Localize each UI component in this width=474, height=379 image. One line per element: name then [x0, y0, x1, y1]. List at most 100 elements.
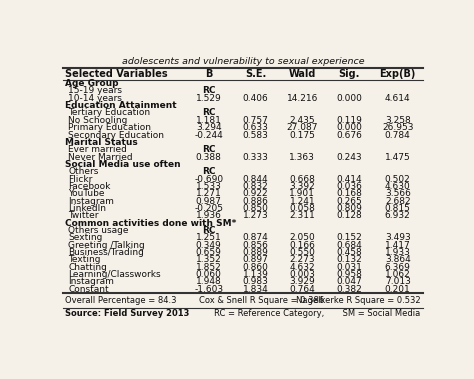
Text: 0.333: 0.333 [243, 153, 268, 161]
Text: 14.216: 14.216 [287, 94, 318, 103]
Text: 0.000: 0.000 [336, 123, 362, 132]
Text: 0.784: 0.784 [385, 130, 410, 139]
Text: No Schooling: No Schooling [68, 116, 128, 125]
Text: 1.062: 1.062 [385, 270, 410, 279]
Text: 0.684: 0.684 [336, 241, 362, 250]
Text: 0.958: 0.958 [336, 270, 362, 279]
Text: 2.050: 2.050 [290, 233, 315, 242]
Text: adolescents and vulnerability to sexual experience: adolescents and vulnerability to sexual … [122, 57, 364, 66]
Text: 2.311: 2.311 [290, 211, 315, 220]
Text: 10-14 years: 10-14 years [68, 94, 122, 103]
Text: 0.382: 0.382 [336, 285, 362, 294]
Text: S.E.: S.E. [245, 69, 266, 79]
Text: 0.809: 0.809 [336, 204, 362, 213]
Text: 2.682: 2.682 [385, 197, 410, 206]
Text: 4.632: 4.632 [290, 263, 315, 272]
Text: Age Group: Age Group [65, 79, 118, 88]
Text: 2.273: 2.273 [290, 255, 315, 265]
Text: 0.406: 0.406 [243, 94, 268, 103]
Text: Education Attainment: Education Attainment [65, 101, 176, 110]
Text: RC = Reference Category,       SM = Social Media: RC = Reference Category, SM = Social Med… [213, 310, 420, 318]
Text: Facebook: Facebook [68, 182, 111, 191]
Text: Overall Percentage = 84.3: Overall Percentage = 84.3 [65, 296, 176, 305]
Text: 0.889: 0.889 [243, 248, 268, 257]
Text: Business/Trading: Business/Trading [68, 248, 144, 257]
Text: 26.953: 26.953 [382, 123, 413, 132]
Text: 1.475: 1.475 [385, 153, 410, 161]
Text: Nagelkerke R Square = 0.532: Nagelkerke R Square = 0.532 [296, 296, 421, 305]
Text: 0.058: 0.058 [290, 204, 315, 213]
Text: 7.013: 7.013 [385, 277, 410, 287]
Text: 0.119: 0.119 [336, 116, 362, 125]
Text: 1.271: 1.271 [196, 189, 222, 198]
Text: 0.757: 0.757 [243, 116, 268, 125]
Text: Tertiary Education: Tertiary Education [68, 108, 151, 117]
Text: 6.932: 6.932 [385, 211, 410, 220]
Text: 0.815: 0.815 [385, 204, 410, 213]
Text: 15-19 years: 15-19 years [68, 86, 122, 96]
Text: 27.087: 27.087 [287, 123, 318, 132]
Text: 0.668: 0.668 [290, 175, 315, 183]
Text: 0.886: 0.886 [243, 197, 268, 206]
Text: 0.349: 0.349 [196, 241, 222, 250]
Text: 0.152: 0.152 [336, 233, 362, 242]
Text: -1.603: -1.603 [194, 285, 223, 294]
Text: 0.128: 0.128 [336, 211, 362, 220]
Text: -0.690: -0.690 [194, 175, 223, 183]
Text: 0.031: 0.031 [336, 263, 362, 272]
Text: 4.630: 4.630 [385, 182, 410, 191]
Text: 1.834: 1.834 [243, 285, 268, 294]
Text: B: B [205, 69, 212, 79]
Text: 0.132: 0.132 [336, 255, 362, 265]
Text: Exp(B): Exp(B) [380, 69, 416, 79]
Text: 3.392: 3.392 [290, 182, 315, 191]
Text: Wald: Wald [289, 69, 316, 79]
Text: 1.901: 1.901 [290, 189, 315, 198]
Text: 0.036: 0.036 [336, 182, 362, 191]
Text: Cox & Snell R Square = 0.386: Cox & Snell R Square = 0.386 [199, 296, 324, 305]
Text: 0.175: 0.175 [290, 130, 315, 139]
Text: 0.000: 0.000 [336, 94, 362, 103]
Text: Secondary Education: Secondary Education [68, 130, 164, 139]
Text: 0.844: 0.844 [243, 175, 268, 183]
Text: -0.205: -0.205 [194, 204, 223, 213]
Text: 0.414: 0.414 [337, 175, 362, 183]
Text: 0.659: 0.659 [196, 248, 222, 257]
Text: 1.273: 1.273 [243, 211, 268, 220]
Text: 1.352: 1.352 [196, 255, 222, 265]
Text: 0.633: 0.633 [243, 123, 268, 132]
Text: RC: RC [202, 108, 216, 117]
Text: Sexting: Sexting [68, 233, 103, 242]
Text: RC: RC [202, 167, 216, 176]
Text: 0.166: 0.166 [290, 241, 315, 250]
Text: 0.550: 0.550 [290, 248, 315, 257]
Text: Source: Field Survey 2013: Source: Field Survey 2013 [65, 310, 189, 318]
Text: 0.850: 0.850 [243, 204, 268, 213]
Text: Common activities done with SM*: Common activities done with SM* [65, 219, 236, 228]
Text: 1.933: 1.933 [385, 248, 410, 257]
Text: Others: Others [68, 167, 99, 176]
Text: 0.502: 0.502 [385, 175, 410, 183]
Text: 0.856: 0.856 [243, 241, 268, 250]
Text: Greeting /Talking: Greeting /Talking [68, 241, 145, 250]
Text: 0.987: 0.987 [196, 197, 222, 206]
Text: Constant: Constant [68, 285, 109, 294]
Text: Instagram: Instagram [68, 277, 114, 287]
Text: 3.566: 3.566 [385, 189, 410, 198]
Text: Ever married: Ever married [68, 145, 128, 154]
Text: Texting: Texting [68, 255, 101, 265]
Text: 0.458: 0.458 [336, 248, 362, 257]
Text: 0.060: 0.060 [196, 270, 222, 279]
Text: 0.897: 0.897 [243, 255, 268, 265]
Text: Primary Education: Primary Education [68, 123, 151, 132]
Text: 3.258: 3.258 [385, 116, 410, 125]
Text: 0.003: 0.003 [290, 270, 315, 279]
Text: 0.832: 0.832 [243, 182, 268, 191]
Text: Marital Status: Marital Status [65, 138, 137, 147]
Text: 4.614: 4.614 [385, 94, 410, 103]
Text: 2.435: 2.435 [290, 116, 315, 125]
Text: 0.047: 0.047 [336, 277, 362, 287]
Text: 1.251: 1.251 [196, 233, 222, 242]
Text: 1.533: 1.533 [196, 182, 222, 191]
Text: 0.201: 0.201 [385, 285, 410, 294]
